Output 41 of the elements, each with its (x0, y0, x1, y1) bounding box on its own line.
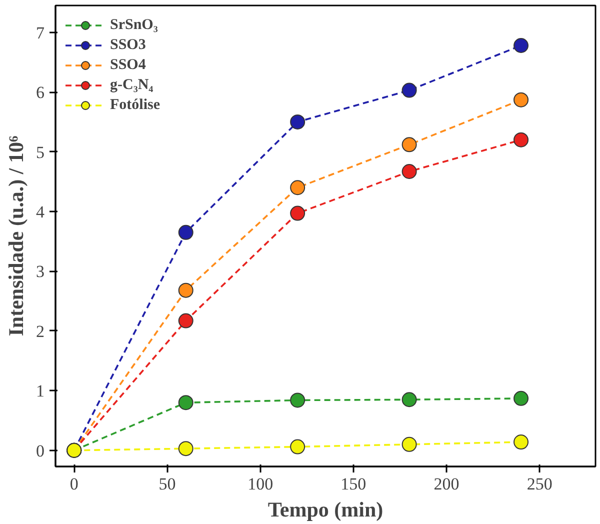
point (178, 224, 194, 240)
y-tick-label: 0 (36, 441, 44, 460)
legend-label: Fotólise (110, 96, 160, 114)
point (178, 395, 194, 410)
legend-label: SrSnO₃ (110, 16, 158, 34)
legend-label: g-C₃N₄ (110, 76, 154, 94)
y-axis-title: Intensidade (u.a.) / 10⁶ (4, 136, 28, 336)
point (402, 164, 417, 179)
y-tick-label: 1 (36, 382, 44, 401)
point (514, 434, 529, 450)
x-tick-label: 250 (526, 474, 552, 494)
y-tick-label: 3 (36, 262, 44, 282)
point (514, 92, 529, 108)
point (290, 439, 306, 454)
point (402, 436, 417, 452)
x-tick-label: 0 (70, 474, 78, 494)
point (290, 206, 306, 221)
y-tick-label: 7 (36, 23, 45, 42)
point (402, 137, 417, 152)
point (514, 132, 529, 148)
point (290, 114, 306, 130)
point (290, 392, 306, 408)
point (402, 392, 417, 408)
point (178, 282, 194, 298)
point (290, 180, 306, 196)
legend-label: SSO4 (110, 56, 146, 74)
point (178, 313, 194, 328)
point (178, 441, 194, 456)
legend-label: SSO3 (110, 36, 146, 54)
x-axis-title: Tempo (min) (268, 498, 384, 522)
x-tick-label: 200 (434, 474, 460, 494)
point (402, 82, 417, 98)
y-tick-label: 6 (36, 83, 44, 102)
x-tick-label: 50 (158, 474, 176, 494)
y-tick-label: 4 (36, 202, 45, 222)
x-tick-label: 100 (248, 474, 274, 494)
y-tick-label: 2 (36, 322, 44, 341)
point (514, 38, 529, 53)
y-tick-label: 5 (36, 142, 44, 162)
x-tick-label: 150 (340, 474, 366, 494)
point (514, 390, 529, 406)
